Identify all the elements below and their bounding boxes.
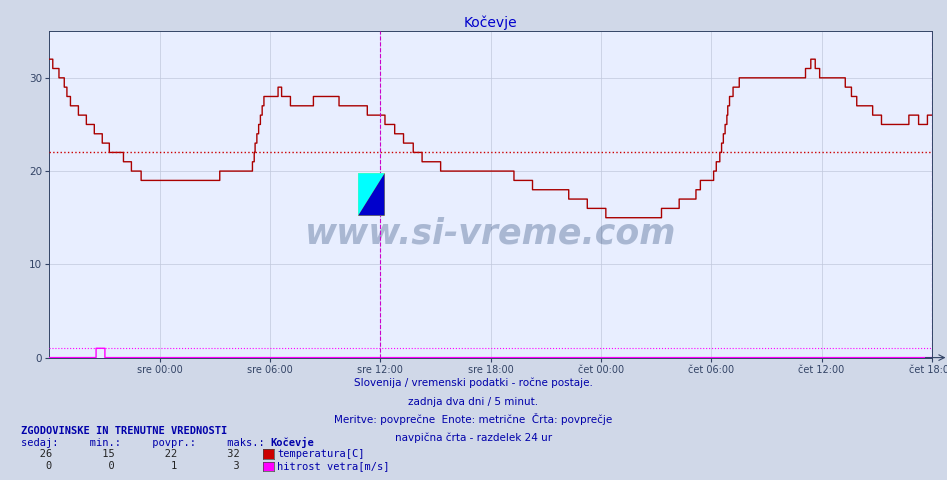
Title: Kočevje: Kočevje bbox=[464, 15, 517, 30]
Text: www.si-vreme.com: www.si-vreme.com bbox=[305, 216, 676, 251]
Bar bbox=[358, 173, 384, 216]
Text: 0         0         1         3: 0 0 1 3 bbox=[21, 461, 240, 471]
Text: ZGODOVINSKE IN TRENUTNE VREDNOSTI: ZGODOVINSKE IN TRENUTNE VREDNOSTI bbox=[21, 426, 227, 436]
Text: Meritve: povprečne  Enote: metrične  Črta: povprečje: Meritve: povprečne Enote: metrične Črta:… bbox=[334, 413, 613, 425]
Text: navpična črta - razdelek 24 ur: navpična črta - razdelek 24 ur bbox=[395, 432, 552, 443]
Text: 26        15        22        32: 26 15 22 32 bbox=[21, 449, 240, 459]
Text: Slovenija / vremenski podatki - ročne postaje.: Slovenija / vremenski podatki - ročne po… bbox=[354, 378, 593, 388]
Text: sedaj:     min.:     povpr.:     maks.:: sedaj: min.: povpr.: maks.: bbox=[21, 438, 264, 448]
Text: Kočevje: Kočevje bbox=[270, 437, 313, 448]
Text: zadnja dva dni / 5 minut.: zadnja dva dni / 5 minut. bbox=[408, 396, 539, 407]
Polygon shape bbox=[358, 173, 384, 216]
Text: hitrost vetra[m/s]: hitrost vetra[m/s] bbox=[277, 461, 390, 471]
Text: temperatura[C]: temperatura[C] bbox=[277, 449, 365, 459]
Polygon shape bbox=[358, 173, 384, 216]
